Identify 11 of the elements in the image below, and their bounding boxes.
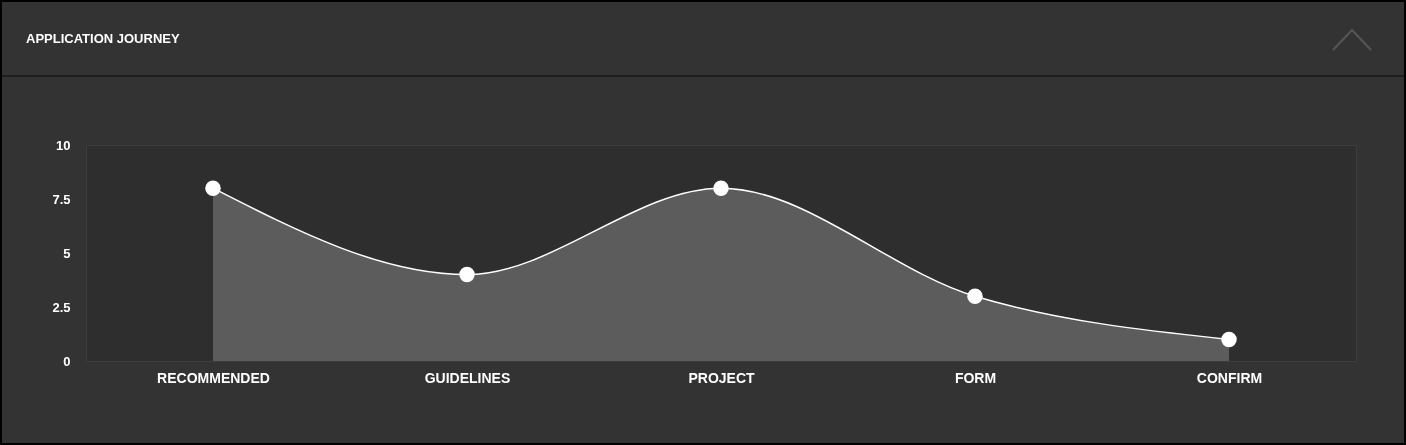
- y-tick-label: 0: [63, 353, 71, 369]
- x-tick-label: GUIDELINES: [424, 369, 511, 386]
- x-tick-label: FORM: [954, 369, 997, 386]
- y-tick-label: 7.5: [52, 191, 71, 207]
- x-tick-label: CONFIRM: [1196, 369, 1263, 386]
- chart-title: APPLICATION JOURNEY: [26, 31, 180, 47]
- y-tick-label: 2.5: [52, 299, 71, 315]
- y-tick-label: 10: [56, 137, 71, 153]
- x-tick-label: RECOMMENDED: [157, 369, 270, 386]
- y-tick-label: 5: [63, 245, 71, 261]
- x-tick-label: PROJECT: [688, 369, 756, 386]
